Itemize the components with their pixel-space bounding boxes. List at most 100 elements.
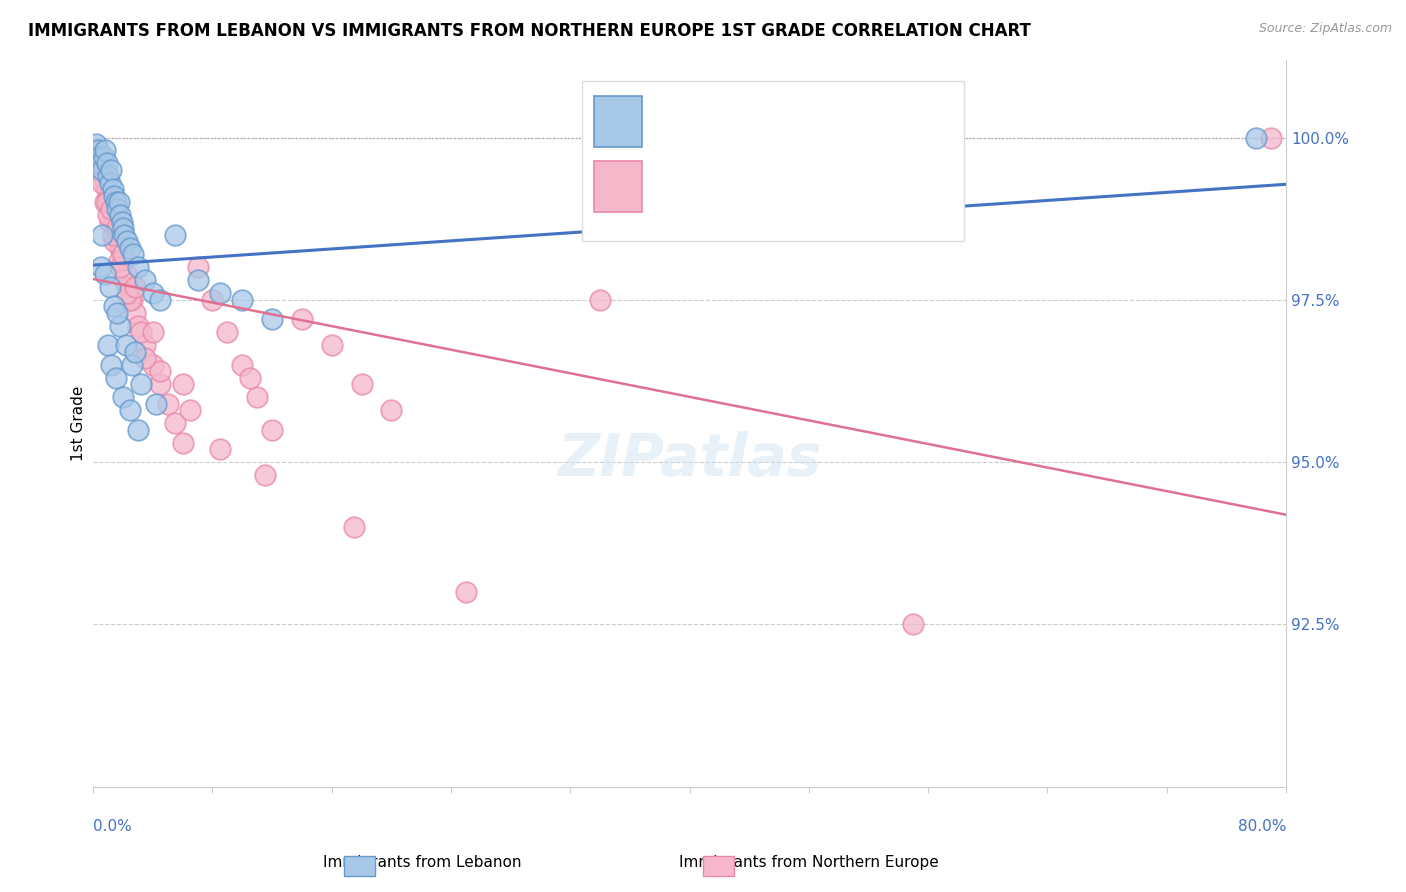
Point: [103, 215, 125, 229]
Point: [118, 280, 141, 294]
Point: [239, 370, 262, 384]
Point: [172, 377, 194, 392]
Point: [105, 227, 128, 242]
Text: R = 0.222: R = 0.222: [665, 112, 756, 130]
Point: [142, 286, 165, 301]
Y-axis label: 1st Grade: 1st Grade: [72, 385, 86, 461]
Point: [589, 293, 612, 307]
Point: [253, 468, 276, 483]
Point: [121, 358, 143, 372]
Point: [89, 150, 111, 164]
Text: 0.0%: 0.0%: [93, 819, 132, 834]
Point: [114, 273, 136, 287]
Point: [93, 169, 115, 184]
Point: [165, 227, 187, 242]
Point: [117, 235, 139, 249]
Point: [165, 416, 187, 430]
Point: [94, 176, 117, 190]
Point: [94, 195, 117, 210]
Point: [111, 221, 134, 235]
FancyBboxPatch shape: [595, 96, 643, 147]
Point: [107, 253, 129, 268]
Point: [96, 156, 118, 170]
Point: [104, 195, 127, 210]
Point: [380, 403, 402, 417]
Point: [98, 280, 121, 294]
Point: [108, 208, 131, 222]
Point: [172, 435, 194, 450]
Point: [100, 202, 122, 216]
Point: [903, 617, 925, 632]
Point: [134, 273, 156, 287]
Point: [134, 351, 156, 366]
Point: [291, 312, 314, 326]
Point: [1260, 130, 1282, 145]
Point: [86, 144, 108, 158]
Point: [127, 318, 149, 333]
Point: [107, 195, 129, 210]
Point: [103, 235, 125, 249]
Point: [124, 306, 146, 320]
Point: [104, 221, 127, 235]
Point: [120, 403, 142, 417]
FancyBboxPatch shape: [582, 81, 965, 242]
Point: [108, 260, 131, 275]
Point: [122, 247, 145, 261]
Point: [134, 338, 156, 352]
Point: [208, 286, 231, 301]
Point: [110, 215, 132, 229]
Point: [145, 397, 167, 411]
Point: [262, 423, 284, 437]
Point: [321, 338, 343, 352]
Point: [108, 241, 131, 255]
Point: [110, 247, 132, 261]
Point: [129, 326, 152, 340]
FancyBboxPatch shape: [595, 161, 643, 212]
Point: [111, 247, 134, 261]
Point: [101, 182, 124, 196]
Point: [101, 227, 124, 242]
Point: [343, 520, 366, 534]
Point: [91, 227, 114, 242]
Point: [108, 318, 131, 333]
Point: [104, 370, 127, 384]
Point: [124, 280, 146, 294]
Point: [187, 260, 209, 275]
Point: [94, 144, 117, 158]
Text: N = 69: N = 69: [808, 178, 872, 196]
Point: [86, 144, 108, 158]
Point: [94, 267, 117, 281]
Point: [98, 176, 121, 190]
Point: [262, 312, 284, 326]
Point: [97, 189, 120, 203]
Point: [142, 326, 165, 340]
Point: [90, 156, 112, 170]
Point: [246, 390, 269, 404]
Point: [187, 273, 209, 287]
Point: [105, 306, 128, 320]
Point: [454, 585, 477, 599]
Point: [91, 163, 114, 178]
Point: [115, 338, 138, 352]
Text: Immigrants from Northern Europe: Immigrants from Northern Europe: [679, 855, 938, 870]
Point: [149, 377, 172, 392]
Point: [127, 260, 149, 275]
Point: [100, 163, 122, 178]
Point: [84, 136, 107, 151]
Point: [217, 326, 239, 340]
Point: [231, 293, 253, 307]
Point: [149, 293, 172, 307]
Point: [208, 442, 231, 457]
Point: [115, 267, 138, 281]
Text: Source: ZipAtlas.com: Source: ZipAtlas.com: [1258, 22, 1392, 36]
Point: [100, 202, 122, 216]
Text: N = 51: N = 51: [808, 112, 872, 130]
Point: [156, 397, 179, 411]
Point: [105, 202, 128, 216]
Point: [101, 208, 124, 222]
Point: [98, 215, 121, 229]
Point: [142, 358, 165, 372]
Point: [91, 163, 114, 178]
Point: [127, 423, 149, 437]
Point: [103, 299, 125, 313]
